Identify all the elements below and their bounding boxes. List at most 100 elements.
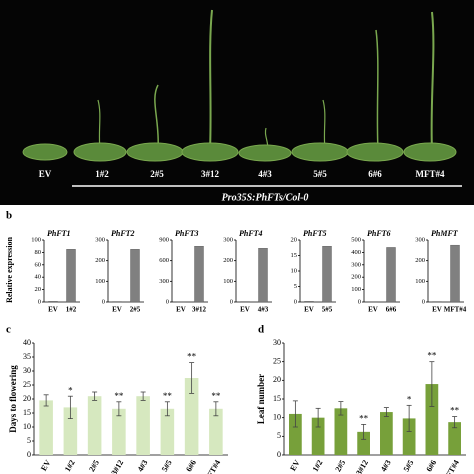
chart-title: PhMFT (431, 229, 459, 238)
error-bar (189, 362, 195, 394)
bar (258, 248, 268, 303)
error-bar (383, 407, 389, 417)
x-tick-label: 3#12 (192, 306, 207, 314)
error-bar (338, 401, 344, 416)
y-tick-label: 25 (23, 380, 31, 389)
y-tick-label: 20 (23, 394, 31, 403)
bar (48, 301, 58, 303)
bar (209, 408, 223, 455)
y-tick-label: 5 (294, 283, 297, 290)
error-bar (164, 401, 170, 417)
y-tick-label: 0 (166, 298, 169, 305)
y-tick-label: 5 (27, 436, 31, 445)
error-bar (429, 361, 435, 407)
y-tick-label: 30 (273, 338, 281, 347)
chart-title: PhFT1 (47, 229, 71, 238)
x-tick-label: 5#5 (160, 458, 174, 473)
x-tick-label: 4#3 (136, 458, 150, 473)
y-tick-label: 40 (23, 338, 31, 347)
x-tick-label: EV (432, 306, 442, 314)
x-tick-label: 6#6 (184, 458, 198, 473)
y-tick-label: 0 (277, 450, 281, 459)
error-bar (92, 391, 98, 401)
bar (160, 408, 175, 455)
y-tick-label: 20 (291, 236, 298, 243)
error-bar (452, 416, 458, 429)
y-tick-label: 30 (23, 366, 31, 375)
y-tick-label: 15 (23, 408, 31, 417)
y-tick-label: 15 (291, 252, 298, 259)
y-tick-label: 100 (415, 278, 425, 285)
y-axis-label: Leaf number (256, 374, 266, 424)
significance: ** (187, 352, 197, 362)
bar (112, 408, 126, 455)
bar (386, 247, 396, 303)
photo-label: 4#3 (258, 169, 272, 179)
y-tick-label: 0 (230, 298, 233, 305)
y-tick-label: 500 (351, 236, 361, 243)
y-axis-label: Days to flowering (8, 365, 18, 433)
bar (322, 245, 332, 303)
significance: ** (359, 413, 369, 423)
y-tick-label: 100 (223, 278, 233, 285)
y-tick-label: 35 (23, 352, 31, 361)
y-tick-label: 300 (415, 236, 425, 243)
y-tick-label: 80 (35, 249, 42, 256)
y-tick-label: 10 (273, 412, 281, 421)
y-tick-label: 300 (351, 261, 361, 268)
x-tick-label: EV (288, 458, 301, 472)
x-tick-label: EV (240, 306, 250, 314)
x-tick-label: EV (39, 458, 52, 472)
x-tick-label: MFT#4 (202, 458, 223, 474)
y-tick-label: 200 (351, 274, 361, 281)
photo-label: 2#5 (150, 169, 164, 179)
chart-title: PhFT4 (239, 229, 263, 238)
chart-title: PhFT6 (367, 229, 391, 238)
chart-title: PhFT5 (303, 229, 327, 238)
bar (402, 418, 416, 455)
error-bar (140, 391, 146, 401)
y-tick-label: 60 (35, 261, 42, 268)
y-tick-label: 300 (223, 236, 233, 243)
y-tick-label: 300 (95, 236, 105, 243)
error-bar (406, 404, 412, 432)
y-tick-label: 600 (159, 257, 169, 264)
x-tick-label: 5#5 (402, 458, 416, 473)
panel-label: c (6, 324, 11, 336)
bar (39, 400, 53, 455)
bar (130, 249, 140, 303)
bar (334, 408, 348, 455)
significance: ** (427, 351, 437, 361)
x-tick-label: 4#3 (379, 458, 393, 473)
bar (450, 244, 460, 303)
x-tick-label: 2#5 (130, 306, 141, 314)
error-bar (213, 401, 219, 417)
bar (311, 417, 325, 455)
panel-label: b (6, 210, 12, 222)
x-tick-label: 1#2 (311, 458, 325, 473)
x-tick-label: EV (176, 306, 186, 314)
bar (63, 407, 78, 455)
y-tick-label: 400 (351, 249, 361, 256)
x-tick-label: 4#3 (258, 306, 269, 314)
bar (304, 301, 314, 303)
y-tick-label: 15 (273, 394, 281, 403)
chart-title: PhFT2 (111, 229, 135, 238)
error-bar (43, 394, 49, 407)
bar (448, 422, 461, 455)
y-tick-label: 25 (273, 356, 281, 365)
y-tick-label: 0 (102, 298, 105, 305)
bar (136, 396, 150, 455)
photo-label: 3#12 (201, 169, 220, 179)
y-tick-label: 0 (294, 298, 297, 305)
photo-label: MFT#4 (416, 169, 445, 179)
y-tick-label: 10 (291, 267, 298, 274)
y-tick-label: 0 (358, 298, 361, 305)
x-tick-label: 1#2 (63, 458, 77, 473)
error-bar (67, 395, 73, 420)
bar (357, 431, 370, 455)
y-tick-label: 40 (35, 274, 42, 281)
x-tick-label: EV (368, 306, 378, 314)
x-tick-label: 1#2 (66, 306, 77, 314)
